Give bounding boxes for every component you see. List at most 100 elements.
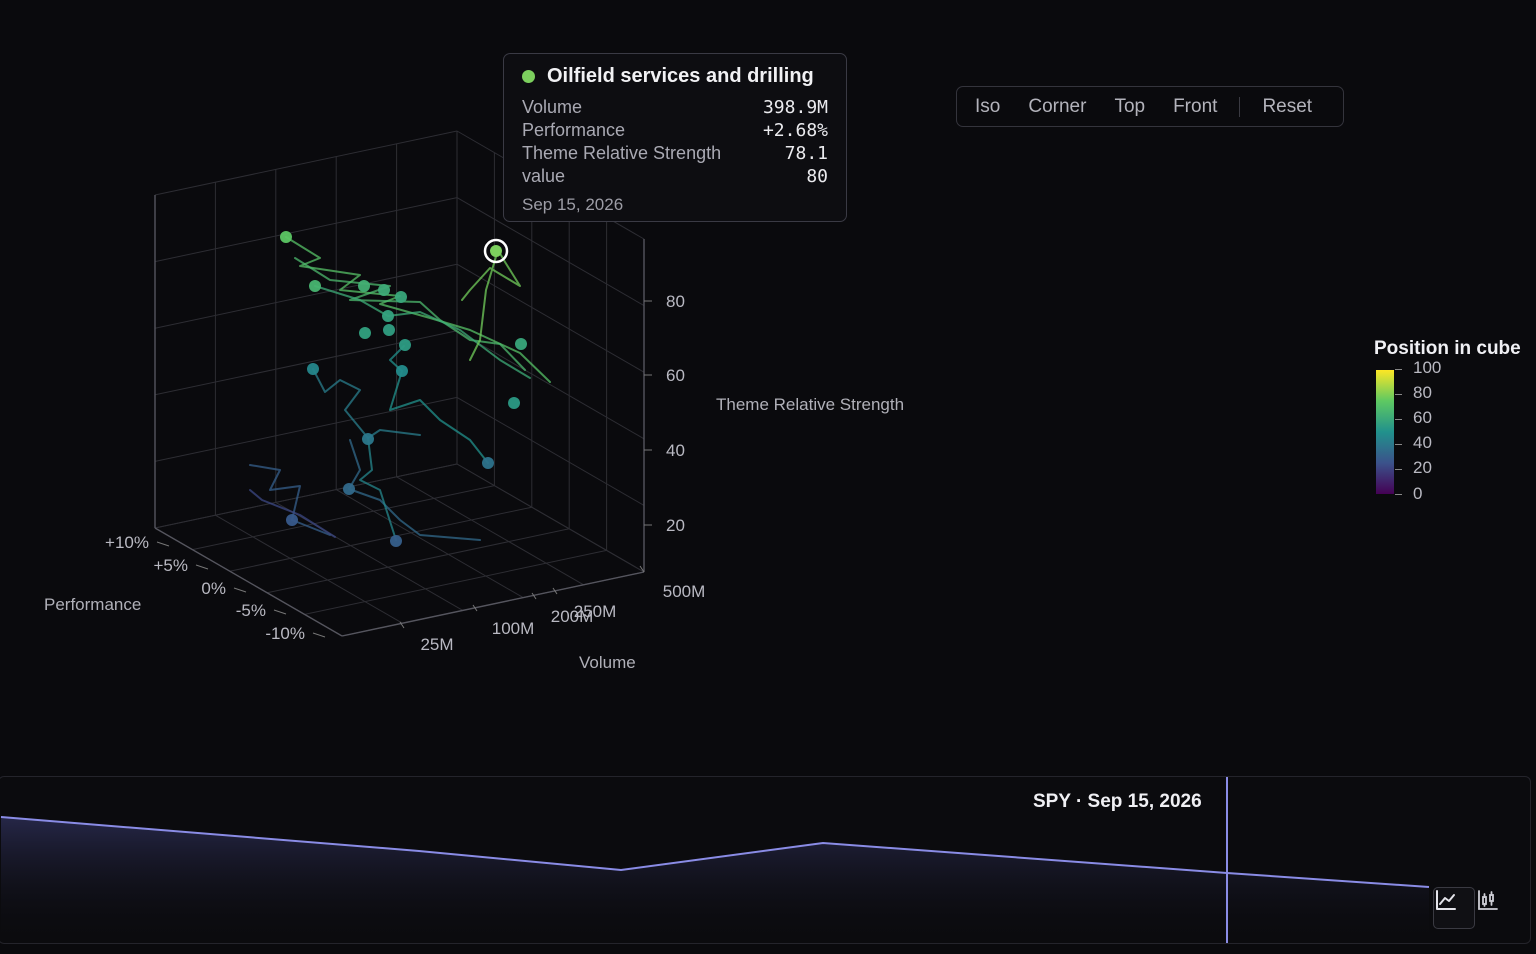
data-point	[396, 365, 408, 377]
x-tick	[399, 621, 405, 629]
data-point	[309, 280, 321, 292]
cube-edge	[341, 571, 645, 637]
data-point	[383, 324, 395, 336]
data-point	[399, 339, 411, 351]
data-point	[359, 327, 371, 339]
z-axis-title: Theme Relative Strength	[716, 395, 904, 414]
data-point	[378, 284, 390, 296]
grid-line	[192, 485, 495, 551]
colorbar-label: 80	[1413, 383, 1432, 402]
trajectory-line	[312, 368, 421, 439]
y-tick-label: +10%	[105, 533, 149, 552]
colorbar-tick	[1395, 444, 1402, 445]
tooltip-row: Theme Relative Strength 78.1	[522, 143, 828, 164]
trajectory-line	[348, 439, 481, 541]
data-point	[343, 483, 355, 495]
candlestick-chart-icon	[1478, 890, 1498, 910]
highlight-ring	[483, 238, 509, 264]
tooltip-row: Volume 398.9M	[522, 97, 828, 118]
x-tick-label: 250M	[574, 602, 617, 621]
trajectory-line	[294, 257, 526, 371]
cube-edges	[154, 195, 645, 637]
grid-line	[154, 263, 458, 329]
grid-line	[154, 463, 458, 529]
data-point	[358, 280, 370, 292]
x-tick	[552, 587, 558, 595]
z-tick-label: 20	[666, 516, 685, 535]
spy-area	[1, 817, 1429, 943]
view-iso-button[interactable]: Iso	[961, 96, 1014, 118]
colorbar-tick	[1395, 394, 1402, 395]
y-tick-label: 0%	[201, 579, 226, 598]
grid-line	[396, 476, 584, 586]
y-tick	[273, 609, 287, 615]
cube-edge	[154, 527, 343, 637]
z-tick-label: 60	[666, 366, 685, 385]
view-reset-button[interactable]: Reset	[1248, 96, 1326, 118]
tooltip-title: Oilfield services and drilling	[547, 64, 814, 87]
grid-line	[304, 549, 607, 615]
x-tick-label: 100M	[492, 619, 535, 638]
data-point	[508, 397, 520, 409]
colorbar-label: 20	[1413, 458, 1432, 477]
grid-line	[456, 263, 645, 373]
trajectories	[249, 236, 551, 541]
colorbar-title: Position in cube	[1374, 338, 1521, 359]
grid-line	[229, 506, 532, 572]
x-tick	[639, 565, 645, 573]
y-axis-title: Performance	[44, 595, 141, 614]
data-point	[482, 457, 494, 469]
y-tick-label: -10%	[265, 624, 305, 643]
z-tick-label: 80	[666, 292, 685, 311]
tooltip-row: Performance +2.68%	[522, 120, 828, 141]
spy-mini-chart[interactable]: SPY · Sep 15, 2026	[0, 776, 1531, 944]
trajectory-line	[461, 249, 521, 361]
trajectory-line	[314, 285, 531, 379]
data-points	[280, 231, 527, 547]
data-point	[390, 535, 402, 547]
trajectory-line	[249, 489, 336, 538]
y-tick-label: +5%	[154, 556, 189, 575]
x-tick-label: 25M	[420, 635, 453, 654]
grid-line	[456, 396, 645, 506]
grid-line	[154, 330, 458, 396]
camera-view-toolbar: Iso Corner Top Front Reset	[956, 86, 1344, 127]
view-top-button[interactable]: Top	[1100, 96, 1159, 118]
spy-line-plot	[0, 777, 1430, 943]
view-corner-button[interactable]: Corner	[1014, 96, 1100, 118]
grid-line	[154, 130, 458, 196]
colorbar-gradient	[1376, 370, 1394, 494]
colorbar-tick	[1395, 419, 1402, 420]
colorbar-tick	[1395, 494, 1402, 495]
y-tick	[233, 587, 247, 593]
colorbar-label: 100	[1413, 358, 1442, 377]
data-point	[362, 433, 374, 445]
series-dot-icon	[522, 69, 535, 83]
colorbar-tick	[1395, 469, 1402, 470]
data-point	[307, 363, 319, 375]
z-tick-label: 40	[666, 441, 685, 460]
line-chart-button[interactable]	[1433, 887, 1475, 929]
trajectory-line	[359, 437, 397, 541]
tooltip-date: Sep 15, 2026	[522, 195, 624, 214]
trajectory-line	[285, 236, 551, 383]
candlestick-chart-button[interactable]	[1475, 887, 1517, 929]
line-chart-icon	[1436, 890, 1456, 910]
data-point	[382, 310, 394, 322]
cube-grid	[154, 130, 645, 637]
grid-line	[154, 396, 458, 462]
trajectory-line	[389, 345, 489, 464]
grid-line	[154, 197, 458, 263]
x-tick	[472, 604, 478, 612]
data-point	[280, 231, 292, 243]
crosshair-label: SPY · Sep 15, 2026	[1033, 791, 1202, 812]
colorbar-label: 40	[1413, 433, 1432, 452]
y-tick-label: -5%	[236, 601, 266, 620]
view-front-button[interactable]: Front	[1159, 96, 1231, 118]
colorbar-tick	[1395, 369, 1402, 370]
tooltip-row: value 80	[522, 166, 828, 187]
data-point	[515, 338, 527, 350]
highlighted-point	[490, 245, 502, 257]
